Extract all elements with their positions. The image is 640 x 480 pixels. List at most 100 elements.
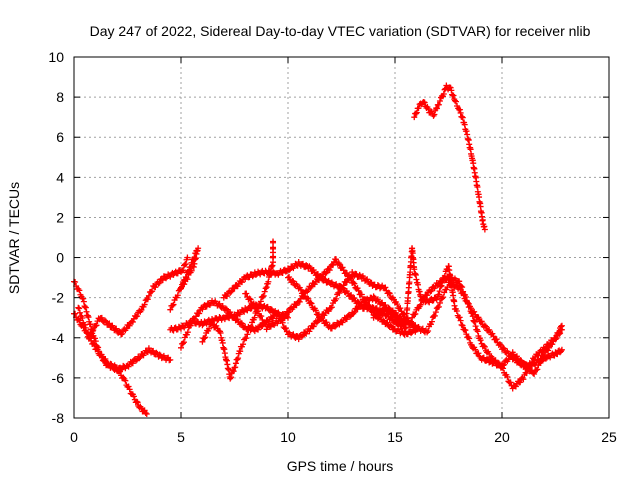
- data-point: [428, 287, 435, 294]
- data-point: [472, 323, 479, 330]
- x-tick-label: 20: [494, 429, 510, 445]
- y-tick-label: -4: [52, 330, 65, 346]
- data-point: [533, 367, 540, 374]
- data-series-sat-b: [71, 310, 174, 374]
- data-point: [83, 308, 90, 315]
- data-point: [136, 355, 143, 362]
- data-point: [524, 367, 531, 374]
- data-point: [339, 264, 346, 271]
- data-point: [267, 305, 274, 312]
- data-point: [558, 326, 565, 333]
- data-point: [150, 347, 157, 354]
- data-point: [517, 379, 524, 386]
- data-point: [521, 360, 528, 367]
- data-point: [459, 113, 466, 120]
- data-point: [188, 259, 195, 266]
- data-point: [456, 314, 463, 321]
- data-series-sat-l: [409, 274, 565, 392]
- data-point: [243, 335, 250, 342]
- data-point: [490, 333, 497, 340]
- y-tick-label: -8: [52, 410, 65, 426]
- data-point: [534, 366, 541, 373]
- data-point: [261, 320, 268, 327]
- data-point: [535, 352, 542, 359]
- data-point: [377, 311, 384, 318]
- data-point: [307, 284, 314, 291]
- data-point: [255, 326, 262, 333]
- data-point: [184, 329, 191, 336]
- data-point: [305, 295, 312, 302]
- data-point: [382, 284, 389, 291]
- data-point: [129, 360, 136, 367]
- data-point: [251, 314, 258, 321]
- data-point: [238, 279, 245, 286]
- data-point: [240, 341, 247, 348]
- data-point: [76, 287, 83, 294]
- data-point: [368, 308, 375, 315]
- data-point: [496, 361, 503, 368]
- data-point: [550, 338, 557, 345]
- data-point: [433, 105, 440, 112]
- data-point: [326, 267, 333, 274]
- data-point: [436, 299, 443, 306]
- data-point: [153, 349, 160, 356]
- data-point: [513, 353, 520, 360]
- data-point: [478, 318, 485, 325]
- data-point: [156, 351, 163, 358]
- data-point: [413, 109, 420, 116]
- data-point: [188, 267, 195, 274]
- data-point: [286, 267, 293, 274]
- data-point: [299, 260, 306, 267]
- data-point: [253, 305, 260, 312]
- data-point: [348, 276, 355, 283]
- x-axis-label: GPS time / hours: [287, 458, 394, 474]
- data-point: [456, 106, 463, 113]
- data-point: [470, 317, 477, 324]
- data-point: [259, 316, 266, 323]
- data-point: [145, 292, 152, 299]
- data-point: [295, 336, 302, 343]
- data-point: [556, 331, 563, 338]
- data-point: [133, 357, 140, 364]
- data-point: [98, 353, 105, 360]
- data-point: [542, 344, 549, 351]
- data-point: [178, 284, 184, 291]
- data-point: [123, 325, 130, 332]
- y-tick-label: 6: [56, 129, 64, 145]
- y-tick-label: -2: [52, 290, 65, 306]
- data-series-sat-h: [178, 269, 565, 370]
- data-point: [244, 331, 251, 338]
- data-point: [553, 335, 560, 342]
- y-tick-label: 10: [48, 49, 64, 65]
- data-point: [252, 272, 259, 279]
- data-point: [484, 356, 491, 363]
- data-point: [267, 323, 274, 330]
- data-point: [351, 309, 358, 316]
- data-point: [332, 323, 339, 330]
- data-point: [457, 317, 464, 324]
- data-point: [411, 311, 418, 318]
- data-point: [201, 335, 208, 342]
- data-point: [481, 226, 488, 233]
- data-point: [234, 316, 241, 323]
- data-point: [203, 303, 210, 310]
- data-point: [340, 282, 347, 289]
- data-point: [538, 357, 545, 364]
- data-point: [224, 293, 231, 300]
- data-point: [258, 323, 265, 330]
- data-point: [222, 305, 229, 312]
- data-point: [237, 319, 244, 326]
- data-point: [460, 288, 467, 295]
- data-point: [313, 319, 320, 326]
- data-point: [89, 330, 96, 337]
- plot-frame: [73, 56, 610, 419]
- y-tick-label: 4: [56, 169, 64, 185]
- data-point: [336, 261, 343, 268]
- data-point: [307, 264, 314, 271]
- data-point: [76, 305, 83, 312]
- data-point: [373, 305, 380, 312]
- data-point: [184, 268, 191, 275]
- data-point: [286, 309, 293, 316]
- data-point: [466, 303, 473, 310]
